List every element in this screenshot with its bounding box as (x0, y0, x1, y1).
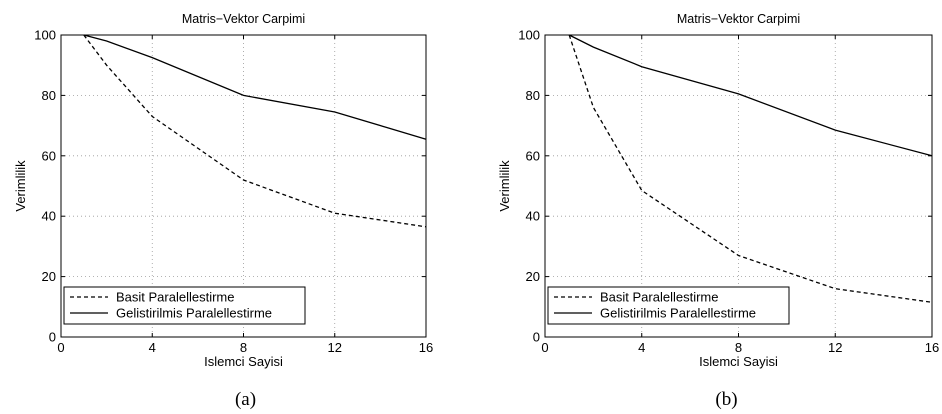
y-tick-label: 20 (526, 269, 540, 284)
legend-box (547, 286, 790, 325)
x-tick-label: 0 (541, 340, 548, 355)
x-tick-label: 12 (828, 340, 842, 355)
y-axis-label: Verimlilik (497, 160, 512, 212)
chart-title: Matris−Vektor Carpimi (677, 12, 800, 26)
y-tick-label: 40 (42, 209, 56, 224)
x-tick-label: 12 (328, 340, 342, 355)
legend-label: Basit Paralellestirme (116, 290, 235, 305)
series-line-gelistirilmis (83, 34, 427, 140)
series-line-basit (568, 34, 933, 303)
figure-caption: (a) (235, 389, 256, 410)
legend-label: Gelistirilmis Paralellestirme (116, 306, 272, 321)
x-tick-label: 0 (57, 340, 64, 355)
chart-b: 0 4 8 12 16 0 20 40 60 80 100 Matris−Vektor Carpimi… (497, 12, 939, 410)
y-tick-label: 80 (526, 88, 540, 103)
x-axis-label: Islemci Sayisi (699, 354, 778, 369)
figure-caption: (b) (715, 389, 737, 410)
y-axis-label: Verimlilik (13, 160, 28, 212)
y-tick-label: 80 (42, 88, 56, 103)
legend-box (63, 286, 306, 325)
y-tick-label: 60 (526, 148, 540, 163)
x-tick-label: 4 (149, 340, 156, 355)
y-tick-label: 40 (526, 209, 540, 224)
chart-a: 0 4 8 12 16 0 20 40 60 80 100 Matris−Vektor Carpimi… (13, 12, 433, 410)
chart-title: Matris−Vektor Carpimi (182, 12, 305, 26)
y-tick-label: 60 (42, 148, 56, 163)
y-tick-label: 0 (49, 330, 56, 345)
y-tick-label: 100 (518, 28, 540, 43)
series-line-basit (83, 34, 427, 228)
y-tick-label: 0 (533, 330, 540, 345)
y-tick-label: 100 (34, 28, 56, 43)
x-tick-label: 16 (419, 340, 433, 355)
series-line-gelistirilmis (568, 34, 933, 157)
legend-label: Basit Paralellestirme (600, 290, 719, 305)
x-tick-label: 8 (240, 340, 247, 355)
x-tick-label: 16 (925, 340, 939, 355)
y-tick-label: 20 (42, 269, 56, 284)
x-tick-label: 4 (638, 340, 645, 355)
x-axis-label: Islemci Sayisi (204, 354, 283, 369)
x-tick-label: 8 (735, 340, 742, 355)
legend-label: Gelistirilmis Paralellestirme (600, 306, 756, 321)
